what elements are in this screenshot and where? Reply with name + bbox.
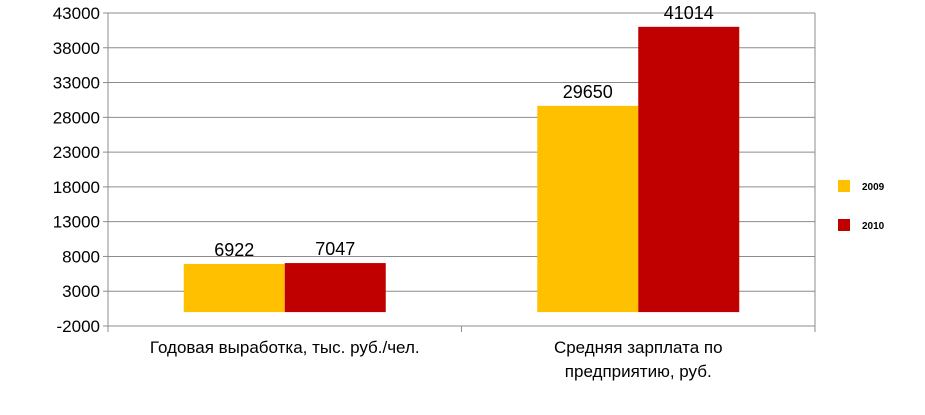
data-label-2009-1: 6922	[214, 240, 254, 260]
x-category-label-line: Средняя зарплата по	[554, 338, 723, 357]
y-tick-label: 33000	[53, 74, 100, 93]
x-category-label: Средняя зарплата по предприятию, руб.	[554, 338, 723, 381]
y-tick-label: 8000	[62, 247, 100, 266]
gridlines	[108, 12, 816, 326]
bar-2009-1	[183, 263, 285, 313]
y-axis: -2000 3000 8000 13000 18000 23000 28000 33000 38…	[53, 4, 109, 336]
bar-2010-2	[638, 26, 740, 313]
y-tick-label: 13000	[53, 213, 100, 232]
bar-2010-1	[284, 263, 386, 313]
bars: 6922 29650 7047 41014	[183, 3, 740, 313]
y-tick-label: 18000	[53, 178, 100, 197]
y-tick-label: 3000	[62, 282, 100, 301]
bar-2009-2	[537, 105, 639, 313]
y-tick-label: 23000	[53, 143, 100, 162]
x-category-label-line: Годовая выработка, тыс. руб./чел.	[150, 338, 420, 357]
legend: 2009 2010	[838, 180, 885, 232]
legend-label-2009: 2009	[862, 182, 885, 193]
data-label-2010-2: 41014	[664, 3, 714, 23]
legend-swatch-2009	[838, 180, 850, 192]
y-tick-label: 28000	[53, 108, 100, 127]
x-category-label: Годовая выработка, тыс. руб./чел.	[150, 338, 420, 357]
x-axis: Годовая выработка, тыс. руб./чел. Средняя…	[107, 325, 816, 381]
data-label-2010-1: 7047	[315, 239, 355, 259]
legend-swatch-2010	[838, 219, 850, 231]
y-tick-label: 38000	[53, 39, 100, 58]
y-tick-label: -2000	[57, 317, 100, 336]
y-tick-label: 43000	[53, 4, 100, 23]
data-label-2009-2: 29650	[563, 82, 613, 102]
legend-label-2010: 2010	[862, 221, 885, 232]
x-category-label-line: предприятию, руб.	[565, 362, 712, 381]
